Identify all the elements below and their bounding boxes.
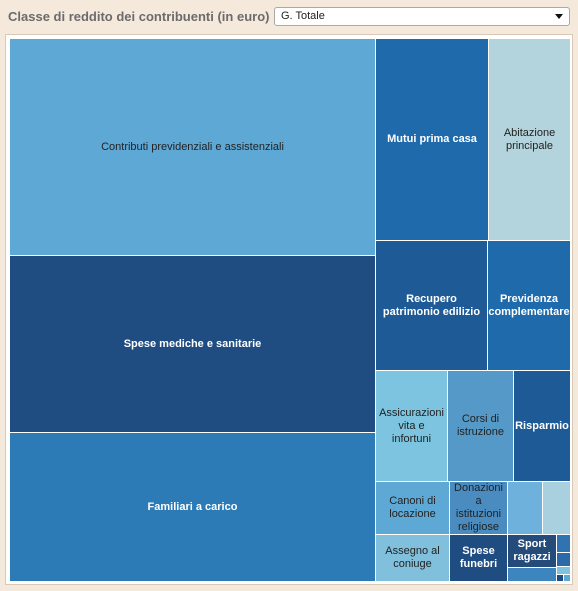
treemap-tile[interactable] — [557, 535, 571, 553]
tile-label: Previdenza complementare — [488, 292, 570, 318]
tile-label: Recupero patrimonio edilizio — [382, 292, 481, 318]
treemap-tile[interactable] — [543, 482, 571, 535]
treemap-tile[interactable] — [557, 553, 571, 567]
treemap-tile[interactable]: Familiari a carico — [10, 433, 376, 582]
income-class-label: Classe di reddito dei contribuenti (in e… — [8, 9, 270, 24]
chevron-down-icon — [555, 14, 563, 19]
treemap-tile[interactable]: Sport ragazzi — [508, 535, 557, 568]
treemap-tile[interactable]: Contributi previdenziali e assistenziali — [10, 39, 376, 256]
income-class-select[interactable]: G. Totale — [274, 7, 570, 26]
treemap-tile[interactable]: Mutui prima casa — [376, 39, 489, 241]
select-value: G. Totale — [281, 10, 325, 22]
treemap: Contributi previdenziali e assistenziali… — [5, 34, 573, 585]
tile-label: Spese mediche e sanitarie — [123, 337, 262, 350]
treemap-tile[interactable] — [508, 482, 543, 535]
tile-label: Mutui prima casa — [387, 133, 477, 145]
treemap-tile[interactable]: Canoni di locazione — [376, 482, 450, 535]
tile-label: Spese funebri — [459, 545, 498, 570]
tile-label: Assicurazioni vita e infortuni — [379, 406, 444, 445]
tile-label: Corsi di istruzione — [456, 413, 505, 438]
treemap-tile[interactable] — [564, 575, 571, 582]
treemap-tile[interactable]: Recupero patrimonio edilizio — [376, 241, 488, 371]
tile-label: Donazioni a istituzioni religiose — [454, 482, 503, 533]
tile-label: Risparmio — [515, 419, 569, 432]
treemap-tile[interactable]: Spese mediche e sanitarie — [10, 256, 376, 433]
tile-label: Canoni di locazione — [389, 495, 436, 520]
treemap-tile[interactable]: Risparmio — [514, 371, 571, 482]
treemap-tile[interactable]: Donazioni a istituzioni religiose — [450, 482, 508, 535]
treemap-tile[interactable]: Corsi di istruzione — [448, 371, 514, 482]
treemap-tile[interactable]: Assicurazioni vita e infortuni — [376, 371, 448, 482]
treemap-tile[interactable]: Assegno al coniuge — [376, 535, 450, 582]
tile-label: Sport ragazzi — [513, 538, 551, 563]
treemap-tile[interactable] — [557, 575, 564, 582]
tile-label: Assegno al coniuge — [385, 545, 440, 570]
treemap-tile[interactable]: Abitazione principale — [489, 39, 571, 241]
treemap-tile[interactable] — [557, 567, 571, 575]
treemap-tile[interactable]: Spese funebri — [450, 535, 508, 582]
tile-label: Familiari a carico — [147, 500, 238, 513]
treemap-tile[interactable]: Previdenza complementare — [488, 241, 571, 371]
tile-label: Contributi previdenziali e assistenziali — [101, 140, 284, 153]
tile-label: Abitazione principale — [503, 126, 556, 152]
treemap-tile[interactable] — [508, 568, 557, 582]
